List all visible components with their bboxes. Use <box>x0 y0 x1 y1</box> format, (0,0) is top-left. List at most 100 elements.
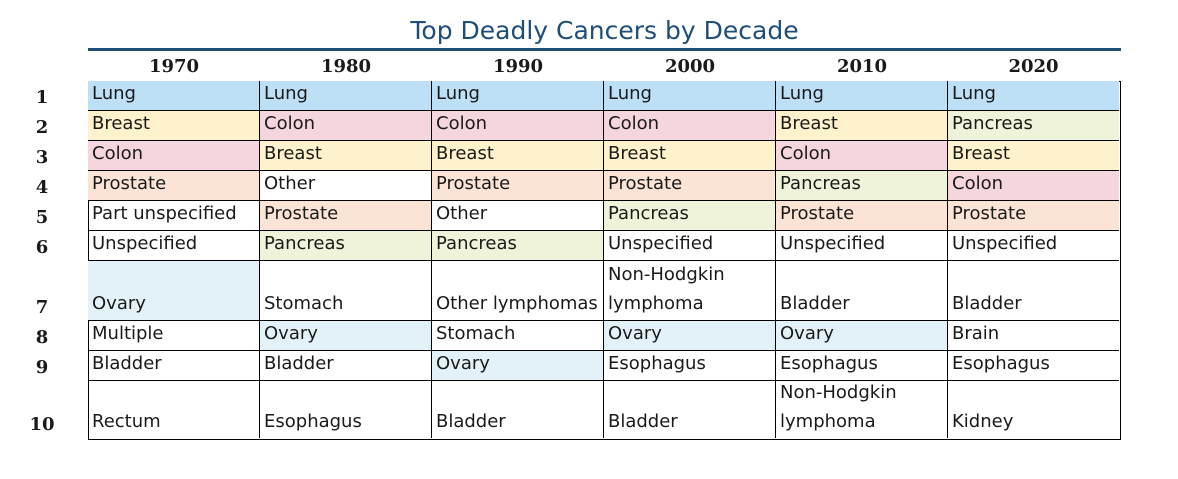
cell-text: Stomach <box>264 293 344 314</box>
cell-text: Esophagus <box>780 353 878 374</box>
table-cell: Ovary <box>260 321 432 351</box>
table-cell: Ovary <box>604 321 776 351</box>
cell-text: Bladder <box>92 353 162 374</box>
table-cell: Other <box>432 201 604 231</box>
cell-text: Part unspecified <box>92 203 237 224</box>
table-cell: Rectum <box>88 381 260 438</box>
cell-text: Lung <box>92 83 136 104</box>
cell-text: Pancreas <box>264 233 345 254</box>
table-cell: Bladder <box>604 381 776 438</box>
year-header-1970: 1970 <box>148 56 200 77</box>
cell-text: Pancreas <box>608 203 689 224</box>
cell-text: Colon <box>264 113 316 134</box>
table-cell: Pancreas <box>260 231 432 261</box>
rank-label: 1 <box>35 87 49 108</box>
cell-text: Prostate <box>952 203 1027 224</box>
cell-text: Non-Hodgkin lymphoma <box>780 382 897 432</box>
cell-text: Rectum <box>92 411 161 432</box>
cell-text: Prostate <box>608 173 683 194</box>
table-cell: Ovary <box>776 321 948 351</box>
table-cell: Breast <box>432 141 604 171</box>
cell-text: Lung <box>436 83 480 104</box>
table-cell: Lung <box>432 81 604 111</box>
cell-text: Breast <box>952 143 1010 164</box>
table-cell: Pancreas <box>604 201 776 231</box>
table-cell: Lung <box>948 81 1119 111</box>
cell-text: Breast <box>92 113 150 134</box>
cell-text: Colon <box>608 113 660 134</box>
table-cell: Bladder <box>432 381 604 438</box>
title-underline <box>88 48 1121 51</box>
cell-text: Ovary <box>264 323 318 344</box>
table-cell: Colon <box>948 171 1119 201</box>
cell-text: Bladder <box>780 293 850 314</box>
table-cell: Ovary <box>432 351 604 381</box>
table-cell: Colon <box>776 141 948 171</box>
cell-text: Pancreas <box>952 113 1033 134</box>
year-header-2000: 2000 <box>664 56 716 77</box>
table-cell: Colon <box>88 141 260 171</box>
cell-text: Lung <box>608 83 652 104</box>
table-cell: Prostate <box>776 201 948 231</box>
table-cell: Esophagus <box>776 351 948 381</box>
cell-text: Stomach <box>436 323 516 344</box>
cell-text: Colon <box>952 173 1004 194</box>
cell-text: Breast <box>264 143 322 164</box>
table-cell: Breast <box>604 141 776 171</box>
cell-text: Ovary <box>436 353 490 374</box>
cell-text: Bladder <box>608 411 678 432</box>
table-cell: Esophagus <box>260 381 432 438</box>
table-cell: Lung <box>260 81 432 111</box>
cell-text: Unspecified <box>952 233 1058 254</box>
cell-text: Lung <box>264 83 308 104</box>
table-cell: Breast <box>260 141 432 171</box>
cell-text: Lung <box>952 83 996 104</box>
cell-text: Unspecified <box>608 233 714 254</box>
cell-text: Bladder <box>436 411 506 432</box>
table-cell: Kidney <box>948 381 1119 438</box>
table-cell: Colon <box>432 111 604 141</box>
cell-text: Bladder <box>952 293 1022 314</box>
rank-label: 10 <box>29 414 55 435</box>
table-cell: Prostate <box>948 201 1119 231</box>
table-cell: Lung <box>604 81 776 111</box>
year-header-1980: 1980 <box>320 56 372 77</box>
table-cell: Colon <box>260 111 432 141</box>
cell-text: Ovary <box>608 323 662 344</box>
cell-text: Esophagus <box>608 353 706 374</box>
cell-text: Ovary <box>92 293 146 314</box>
cell-text: Pancreas <box>436 233 517 254</box>
cell-text: Lung <box>780 83 824 104</box>
table-cell: Stomach <box>260 261 432 321</box>
cell-text: Prostate <box>436 173 511 194</box>
cell-text: Unspecified <box>92 233 198 254</box>
table-cell: Unspecified <box>948 231 1119 261</box>
table-cell: Other <box>260 171 432 201</box>
table-title: Top Deadly Cancers by Decade <box>410 16 799 45</box>
cell-text: Unspecified <box>780 233 886 254</box>
cancer-table: Lung Lung Lung Lung Lung Lung Breast Colon Colon… <box>88 81 1121 440</box>
cell-text: Colon <box>92 143 144 164</box>
cell-text: Esophagus <box>264 411 362 432</box>
cell-text: Esophagus <box>952 353 1050 374</box>
year-header-2010: 2010 <box>836 56 888 77</box>
year-header-2020: 2020 <box>1008 56 1059 77</box>
cell-text: Pancreas <box>780 173 861 194</box>
table-cell: Non-Hodgkin lymphoma <box>776 381 948 438</box>
cell-text: Multiple <box>92 323 164 344</box>
table-cell: Bladder <box>776 261 948 321</box>
cell-text: Brain <box>952 323 1000 344</box>
cell-text: Kidney <box>952 411 1014 432</box>
cell-text: Breast <box>608 143 666 164</box>
cell-text: Breast <box>436 143 494 164</box>
rank-label: 2 <box>35 117 49 138</box>
cell-text: Colon <box>780 143 832 164</box>
table-cell: Lung <box>776 81 948 111</box>
cell-text: Colon <box>436 113 488 134</box>
rank-label: 8 <box>35 327 49 348</box>
table-cell: Esophagus <box>948 351 1119 381</box>
cell-text: Bladder <box>264 353 334 374</box>
table-cell: Brain <box>948 321 1119 351</box>
table-cell: Pancreas <box>776 171 948 201</box>
table-cell: Prostate <box>88 171 260 201</box>
